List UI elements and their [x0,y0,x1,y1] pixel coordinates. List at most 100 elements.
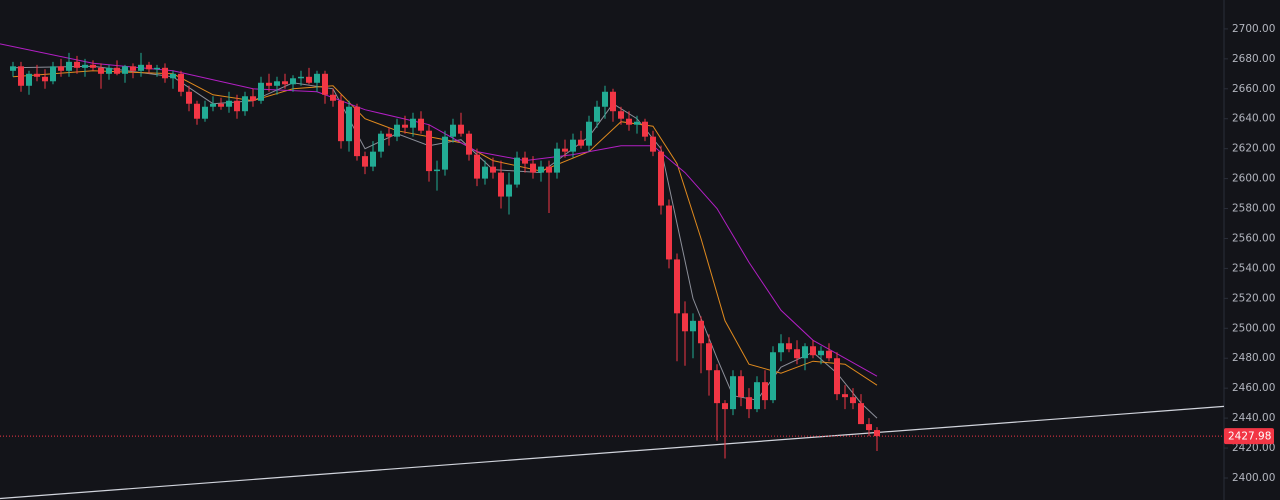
candle-body [698,320,704,344]
candle-body [106,67,112,74]
candle-body [538,166,544,173]
candle-body [810,346,816,356]
y-tick-label: 2420.00 [1232,442,1275,454]
candle-body [578,139,584,146]
candle-body [338,100,344,142]
candle-body [546,166,552,173]
candle-body [186,91,192,104]
candle-body [794,349,800,359]
y-tick-label: 2580.00 [1232,203,1275,215]
candle-body [394,124,400,137]
candle-body [514,157,520,185]
candle-body [706,343,712,371]
candle-body [66,61,72,71]
candle-body [770,352,776,401]
candle-body [722,403,728,410]
candle-body [114,67,120,74]
candle-body [642,121,648,137]
candle-body [690,320,696,332]
candle-body [490,166,496,173]
candle-body [802,346,808,359]
candle-body [82,64,88,68]
candle-body [746,397,752,410]
candle-body [466,133,472,155]
candle-body [18,66,24,86]
candle-body [282,81,288,85]
candle-body [818,350,824,356]
candle-body [306,76,312,83]
y-tick-label: 2460.00 [1232,382,1275,394]
y-tick-label: 2560.00 [1232,232,1275,244]
candle-body [498,172,504,197]
candle-body [154,67,160,70]
candle-body [122,66,128,74]
candle-body [858,403,864,425]
candle-body [10,66,16,71]
y-tick-label: 2540.00 [1232,262,1275,274]
candle-body [410,118,416,128]
candle-body [650,136,656,152]
candle-body [682,313,688,332]
candle-body [786,343,792,350]
candle-body [130,66,136,71]
candle-body [58,66,64,71]
candle-body [234,100,240,112]
candle-body [506,184,512,197]
y-tick-label: 2600.00 [1232,173,1275,185]
candle-body [418,118,424,131]
candle-body [274,81,280,86]
candle-body [194,103,200,119]
candle-body [426,130,432,172]
candle-body [290,78,296,85]
candle-body [738,376,744,398]
y-tick-label: 2440.00 [1232,412,1275,424]
candle-body [586,121,592,146]
candle-body [162,67,168,79]
candle-body [258,82,264,101]
indicator-line [0,405,1225,500]
candle-body [34,73,40,77]
candle-body [386,133,392,137]
y-tick-label: 2480.00 [1232,352,1275,364]
candle-body [98,67,104,74]
candle-body [554,148,560,173]
candle-body [562,148,568,152]
candle-body [314,73,320,83]
candle-body [674,259,680,314]
candle-body [634,121,640,125]
candle-body [42,76,48,82]
candle-body [474,154,480,179]
candle-body [218,103,224,107]
y-tick-label: 2500.00 [1232,322,1275,334]
candle-body [322,73,328,95]
candle-body [730,376,736,410]
candle-body [594,106,600,122]
candle-body [434,169,440,172]
candle-body [210,103,216,107]
candle-body [146,64,152,70]
y-tick-label: 2400.00 [1232,472,1275,484]
last-price-label: 2427.98 [1228,431,1271,443]
candle-body [26,73,32,86]
candle-body [178,73,184,92]
candle-body [202,106,208,119]
candle-body [666,205,672,260]
candle-body [826,350,832,359]
candle-body [530,163,536,173]
candle-body [626,118,632,125]
candle-body [482,166,488,179]
candle-body [402,124,408,128]
candle-body [266,82,272,86]
candle-body [834,358,840,395]
candle-body [138,64,144,71]
candle-body [778,343,784,353]
candle-body [330,94,336,101]
candle-body [250,96,256,101]
candle-body [346,106,352,142]
candle-body [522,157,528,164]
candle-body [762,382,768,401]
last-price-box [1224,428,1274,445]
candle-body [354,106,360,157]
candle-body [618,111,624,119]
